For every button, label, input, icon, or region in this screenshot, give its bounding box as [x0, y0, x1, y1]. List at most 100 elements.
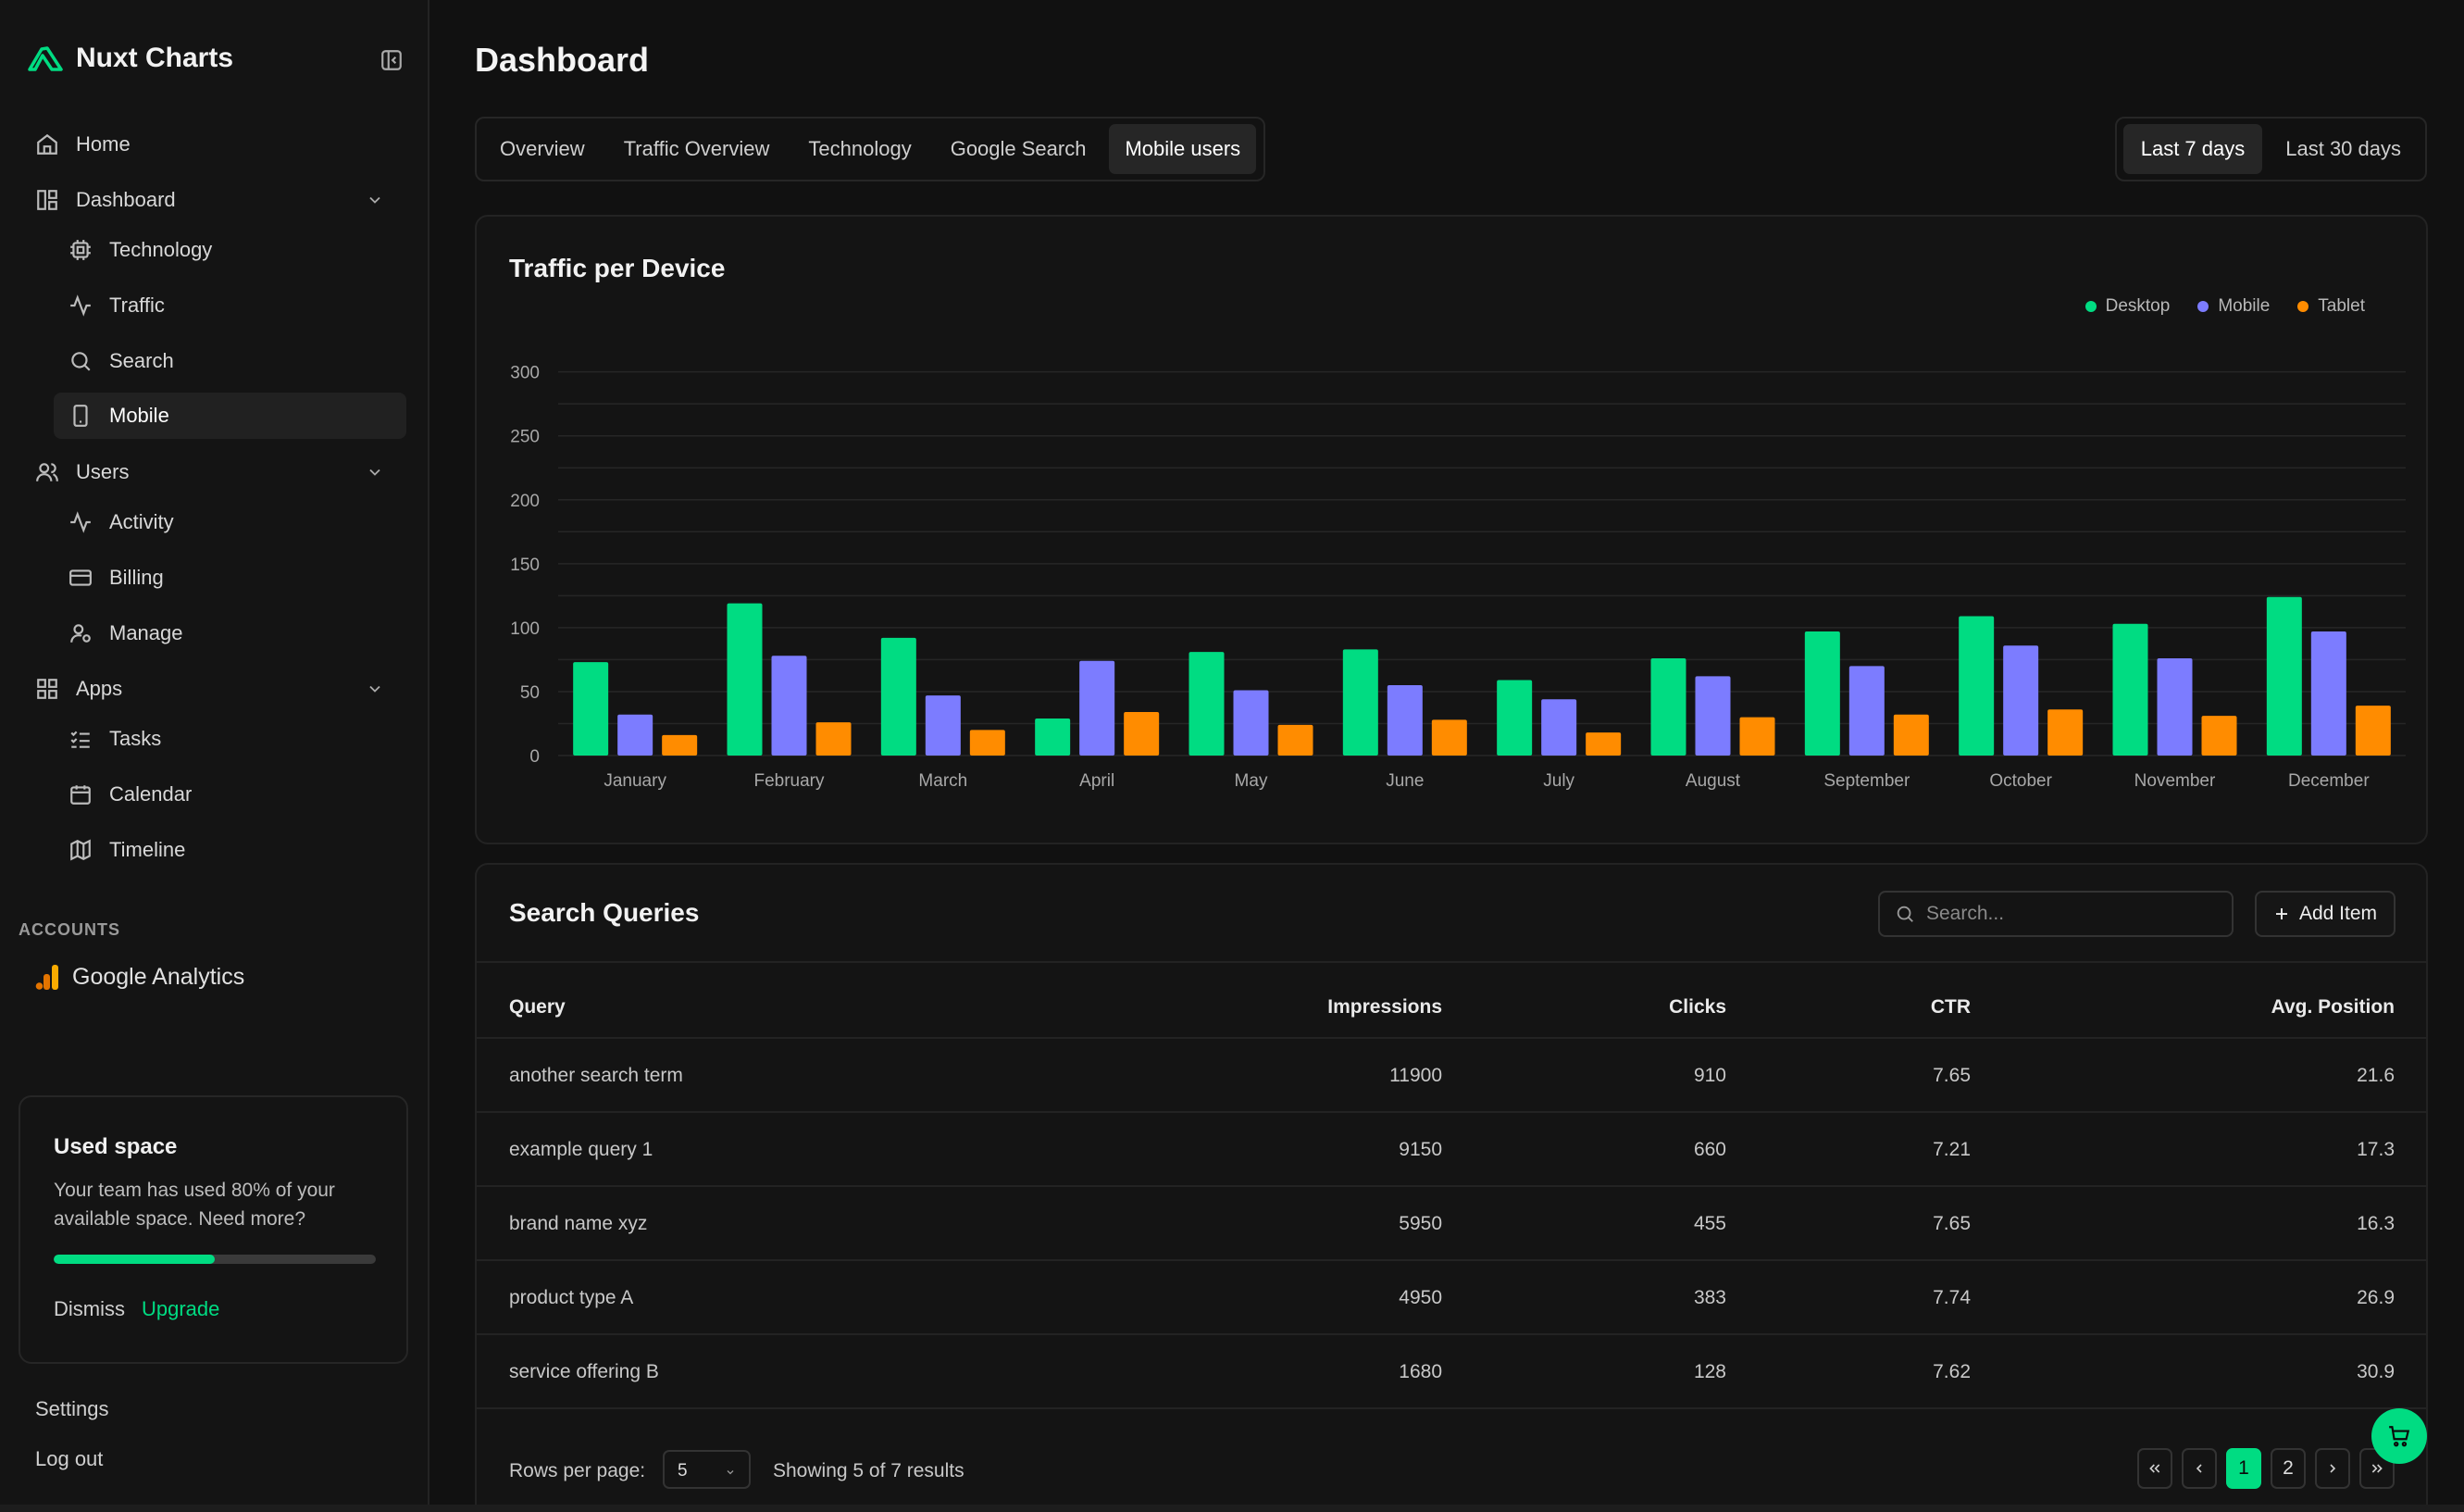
- cell-impressions: 11900: [1389, 1065, 1442, 1086]
- table-header: Query Impressions Clicks CTR Avg. Positi…: [477, 961, 2426, 1039]
- search-input[interactable]: [1926, 903, 2222, 925]
- prev-page-button[interactable]: [2182, 1448, 2217, 1489]
- bar-mobile: [2157, 658, 2193, 756]
- used-space-progress: [54, 1255, 376, 1264]
- sidebar-item-manage[interactable]: Manage: [68, 610, 183, 656]
- cell-clicks: 455: [1693, 1213, 1726, 1234]
- table-row[interactable]: another search term 11900 910 7.65 21.6: [477, 1039, 2426, 1113]
- brand[interactable]: Nuxt Charts: [28, 43, 233, 74]
- bar-desktop: [1342, 649, 1378, 756]
- page-button-1[interactable]: 1: [2226, 1448, 2261, 1489]
- sidebar-collapse-icon[interactable]: [380, 48, 404, 72]
- bar-desktop: [573, 662, 609, 756]
- sidebar-item-dashboard[interactable]: Dashboard: [35, 177, 176, 223]
- table-row[interactable]: product type A 4950 383 7.74 26.9: [477, 1261, 2426, 1335]
- sidebar-item-users[interactable]: Users: [35, 449, 129, 495]
- bar-desktop: [1959, 616, 1995, 756]
- sidebar-item-billing[interactable]: Billing: [68, 555, 164, 601]
- sidebar-item-label: Manage: [109, 621, 183, 644]
- range-last-7-days[interactable]: Last 7 days: [2122, 124, 2263, 174]
- sidebar-item-technology[interactable]: Technology: [68, 227, 212, 273]
- sidebar-item-traffic[interactable]: Traffic: [68, 282, 165, 329]
- legend-desktop[interactable]: Desktop: [2084, 296, 2170, 317]
- sidebar-item-mobile[interactable]: Mobile: [54, 393, 406, 439]
- tab-overview[interactable]: Overview: [500, 137, 585, 160]
- x-tick-label: October: [1989, 771, 2052, 791]
- account-google-analytics[interactable]: Google Analytics: [35, 963, 244, 991]
- sidebar-item-search[interactable]: Search: [68, 338, 174, 384]
- map-icon: [70, 839, 91, 861]
- legend-tablet[interactable]: Tablet: [2297, 296, 2365, 317]
- table-row[interactable]: brand name xyz 5950 455 7.65 16.3: [477, 1187, 2426, 1261]
- column-ctr[interactable]: CTR: [1930, 996, 1971, 1018]
- used-space-card: Used space Your team has used 80% of you…: [19, 1095, 408, 1364]
- table-footer: Rows per page: 5 Showing 5 of 7 results …: [477, 1431, 2426, 1506]
- cell-query: product type A: [509, 1287, 634, 1308]
- bar-mobile: [925, 695, 961, 756]
- bar-mobile: [1387, 685, 1423, 756]
- legend-dot-icon: [2297, 301, 2309, 312]
- chevron-down-icon[interactable]: [366, 191, 384, 209]
- cell-query: brand name xyz: [509, 1213, 648, 1234]
- column-query[interactable]: Query: [509, 996, 566, 1018]
- bar-desktop: [2112, 623, 2148, 756]
- chevron-down-icon[interactable]: [366, 680, 384, 698]
- bar-tablet: [2355, 706, 2391, 756]
- brand-name: Nuxt Charts: [76, 43, 234, 73]
- bar-mobile: [617, 714, 653, 756]
- sidebar-item-label: Users: [76, 460, 130, 483]
- bar-tablet: [1893, 714, 1929, 756]
- account-label: Google Analytics: [72, 963, 245, 990]
- used-space-text: Your team has used 80% of your available…: [54, 1180, 335, 1230]
- table-row[interactable]: example query 1 9150 660 7.21 17.3: [477, 1113, 2426, 1187]
- cell-clicks: 910: [1693, 1065, 1726, 1086]
- y-tick-label: 100: [510, 619, 540, 639]
- sidebar-item-home[interactable]: Home: [35, 121, 131, 168]
- table-row[interactable]: service offering B 1680 128 7.62 30.9: [477, 1335, 2426, 1409]
- cart-button[interactable]: [2371, 1408, 2427, 1464]
- sidebar-item-tasks[interactable]: Tasks: [68, 716, 161, 762]
- range-last-30-days[interactable]: Last 30 days: [2285, 137, 2401, 160]
- dashboard-tabs: Overview Traffic Overview Technology Goo…: [475, 117, 1266, 181]
- cell-impressions: 9150: [1399, 1139, 1442, 1160]
- x-tick-label: January: [604, 771, 666, 791]
- sidebar-item-label: Tasks: [109, 727, 162, 750]
- showing-results: Showing 5 of 7 results: [773, 1460, 964, 1481]
- upgrade-button[interactable]: Upgrade: [142, 1297, 220, 1320]
- sidebar-item-timeline[interactable]: Timeline: [68, 827, 185, 873]
- dismiss-button[interactable]: Dismiss: [54, 1297, 125, 1320]
- sidebar-item-apps[interactable]: Apps: [35, 666, 122, 712]
- mobile-icon: [73, 405, 88, 427]
- search-queries-card: Search Queries Add Item Query Impression…: [475, 863, 2428, 1512]
- tab-mobile-users[interactable]: Mobile users: [1109, 124, 1257, 174]
- logout-link[interactable]: Log out: [35, 1447, 104, 1470]
- settings-link[interactable]: Settings: [35, 1397, 109, 1420]
- column-impressions[interactable]: Impressions: [1327, 996, 1442, 1018]
- x-tick-label: April: [1079, 771, 1114, 791]
- sidebar-item-calendar[interactable]: Calendar: [68, 771, 192, 818]
- cell-impressions: 5950: [1399, 1213, 1442, 1234]
- page-button-2[interactable]: 2: [2271, 1448, 2306, 1489]
- legend-dot-icon: [2197, 301, 2209, 312]
- tab-google-search[interactable]: Google Search: [950, 137, 1087, 160]
- rows-per-page-select[interactable]: 5: [663, 1450, 751, 1489]
- first-page-button[interactable]: [2137, 1448, 2172, 1489]
- chevron-down-icon[interactable]: [366, 463, 384, 481]
- legend-mobile[interactable]: Mobile: [2197, 296, 2270, 317]
- column-clicks[interactable]: Clicks: [1669, 996, 1726, 1018]
- bar-tablet: [1124, 712, 1160, 756]
- cell-impressions: 4950: [1399, 1287, 1442, 1308]
- x-tick-label: June: [1386, 771, 1424, 791]
- list-checks-icon: [70, 731, 90, 748]
- tab-technology[interactable]: Technology: [808, 137, 912, 160]
- bar-mobile: [1848, 666, 1885, 756]
- rows-per-page-label: Rows per page:: [509, 1460, 646, 1481]
- sidebar-item-activity[interactable]: Activity: [68, 499, 174, 545]
- next-page-button[interactable]: [2315, 1448, 2350, 1489]
- bar-mobile: [1541, 699, 1577, 756]
- tab-traffic-overview[interactable]: Traffic Overview: [623, 137, 770, 160]
- add-item-button[interactable]: Add Item: [2255, 891, 2396, 937]
- cell-ctr: 7.21: [1933, 1139, 1971, 1160]
- column-avg-position[interactable]: Avg. Position: [2271, 996, 2395, 1018]
- table-search[interactable]: [1878, 891, 2234, 937]
